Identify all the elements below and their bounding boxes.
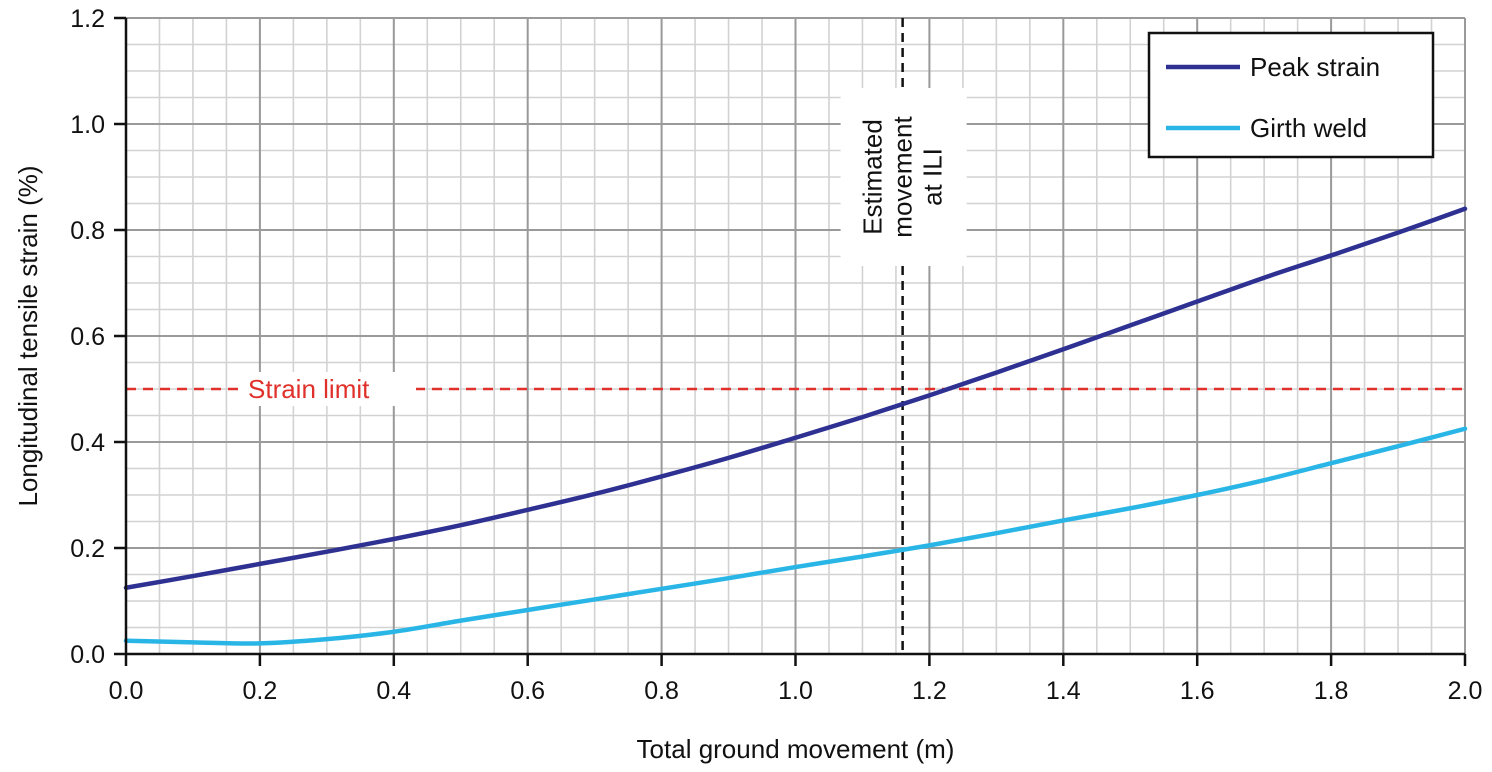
ili-label-line-3: at ILI [918, 148, 948, 206]
x-tick-label: 0.0 [109, 677, 144, 705]
x-tick-label: 2.0 [1448, 677, 1483, 705]
x-tick-label: 1.6 [1180, 677, 1215, 705]
ili-label: Estimated movement at ILI [858, 116, 948, 238]
x-tick-label: 0.4 [376, 677, 411, 705]
ili-label-background [840, 88, 967, 266]
x-tick-label: 0.6 [510, 677, 545, 705]
y-tick-label: 0.2 [70, 535, 105, 563]
ili-annotation-group: Estimated movement at ILI [840, 18, 967, 654]
x-tick-label: 1.2 [912, 677, 947, 705]
series-line-girth-weld [123, 426, 1468, 646]
y-tick-label: 1.0 [70, 111, 105, 139]
x-tick-label: 0.2 [243, 677, 278, 705]
y-axis-ticks: 0.0 0.2 0.4 0.6 0.8 1.0 1.2 [70, 5, 126, 669]
series-line-peak-strain [123, 206, 1468, 590]
ili-label-line-1: Estimated [858, 119, 888, 235]
x-tick-label: 1.8 [1314, 677, 1349, 705]
x-axis-title: Total ground movement (m) [637, 734, 955, 764]
y-tick-label: 1.2 [70, 5, 105, 33]
strain-limit-group: Strain limit [126, 372, 1465, 406]
y-axis-title: Longitudinal tensile strain (%) [13, 165, 43, 506]
legend-label-peak-strain: Peak strain [1250, 52, 1380, 82]
x-tick-label: 1.0 [778, 677, 813, 705]
y-tick-label: 0.6 [70, 323, 105, 351]
legend-box [1147, 31, 1435, 159]
y-tick-label: 0.8 [70, 217, 105, 245]
legend: Peak strain Girth weld [1147, 31, 1435, 159]
legend-label-girth-weld: Girth weld [1250, 113, 1367, 143]
strain-limit-label: Strain limit [248, 374, 370, 404]
x-tick-label: 0.8 [644, 677, 679, 705]
strain-limit-label-background [238, 372, 416, 406]
ili-label-line-2: movement [888, 116, 918, 238]
series-lines [123, 206, 1468, 646]
x-axis-ticks: 0.0 0.2 0.4 0.6 0.8 1.0 1.2 1.4 1.6 1.8 2.0 [109, 654, 1483, 705]
y-tick-label: 0.4 [70, 429, 105, 457]
x-tick-label: 1.4 [1046, 677, 1081, 705]
y-tick-label: 0.0 [70, 641, 105, 669]
